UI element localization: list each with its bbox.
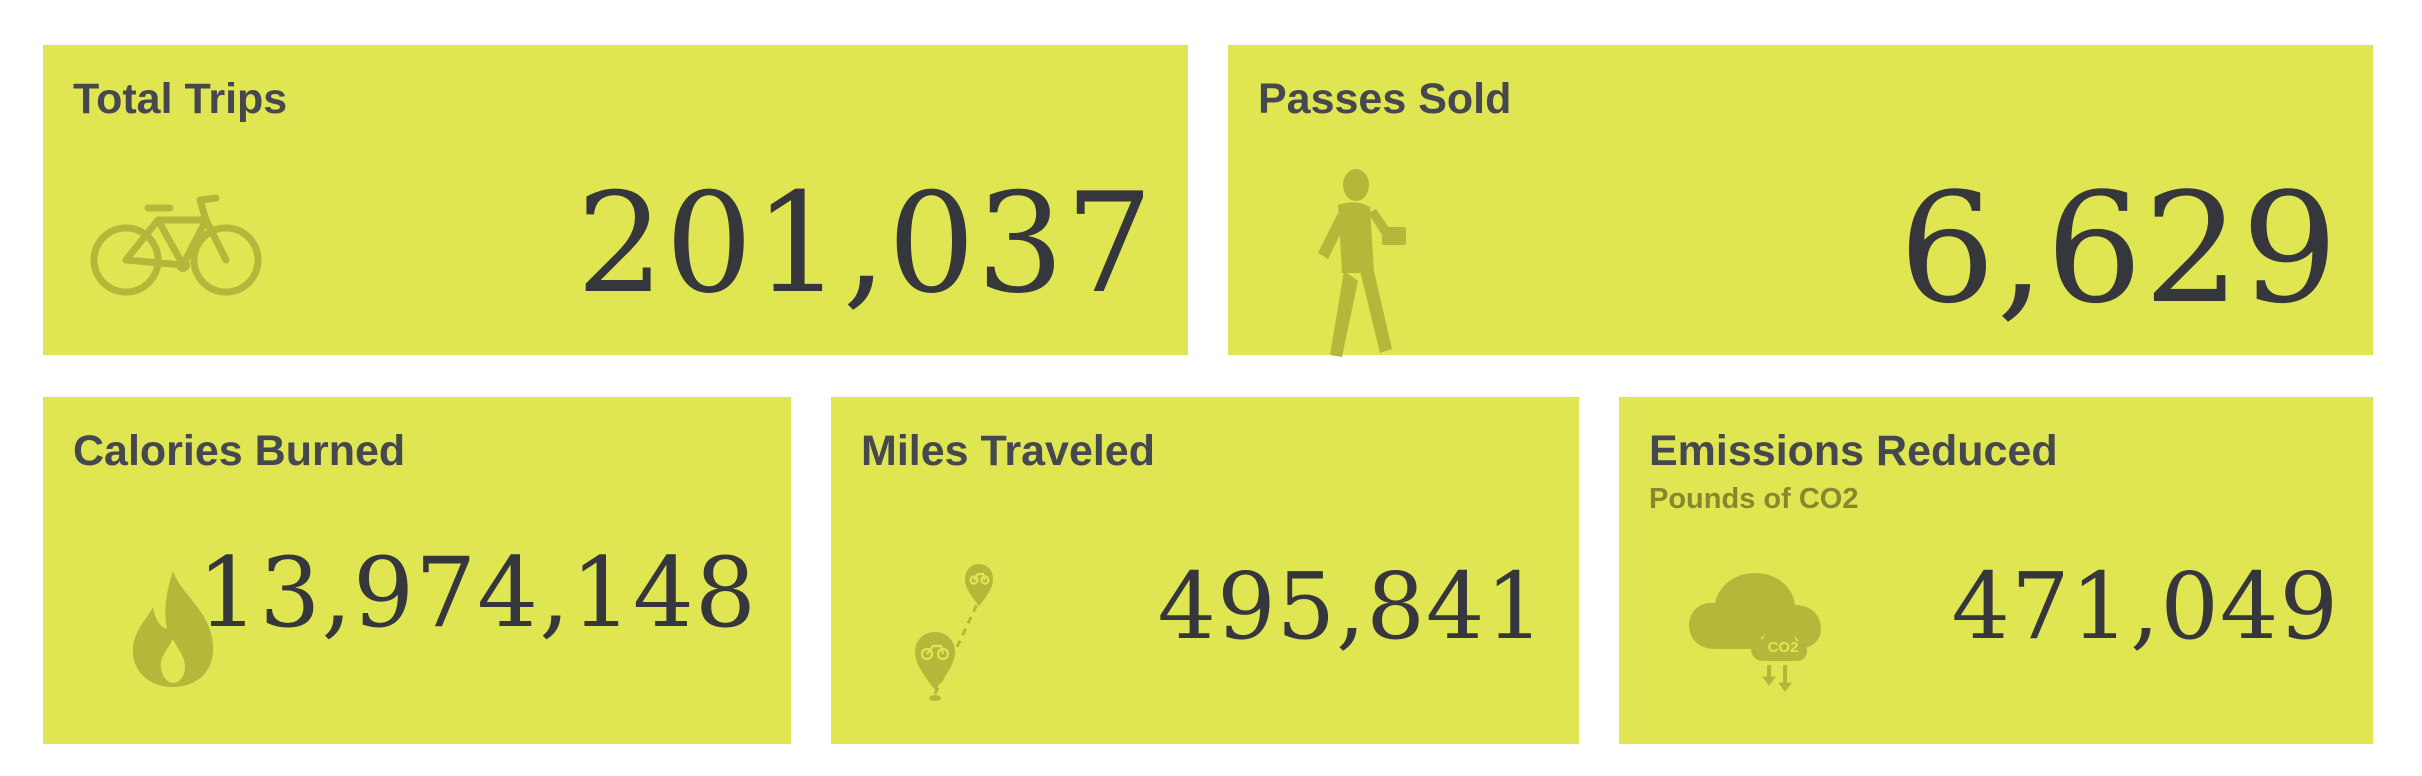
card-title: Miles Traveled: [861, 427, 1155, 475]
card-title: Passes Sold: [1258, 75, 1512, 123]
passes-sold-value: 6,629: [1898, 160, 2339, 337]
emissions-reduced-value: 471,049: [1951, 553, 2339, 660]
walking-person-icon: [1308, 163, 1418, 363]
miles-traveled-value: 495,841: [1157, 553, 1545, 660]
calories-burned-card: Calories Burned 13,974,148: [43, 397, 791, 744]
route-pins-icon: [909, 562, 1009, 707]
card-title: Total Trips: [73, 75, 288, 123]
emissions-reduced-card: Emissions Reduced Pounds of CO2 CO2 471,…: [1619, 397, 2373, 744]
card-subtitle: Pounds of CO2: [1649, 483, 1859, 515]
card-title: Calories Burned: [73, 427, 406, 475]
passes-sold-card: Passes Sold 6,629: [1228, 45, 2373, 357]
co2-icon-label: CO2: [1767, 639, 1799, 656]
calories-burned-value: 13,974,148: [197, 537, 757, 649]
miles-traveled-card: Miles Traveled 495,841: [831, 397, 1579, 744]
cloud-co2-icon: CO2: [1685, 569, 1825, 699]
total-trips-value: 201,037: [576, 163, 1154, 324]
card-title: Emissions Reduced: [1649, 427, 2058, 475]
bicycle-icon: [88, 190, 268, 300]
total-trips-card: Total Trips 201,037: [43, 45, 1188, 355]
flame-icon: [123, 569, 223, 689]
